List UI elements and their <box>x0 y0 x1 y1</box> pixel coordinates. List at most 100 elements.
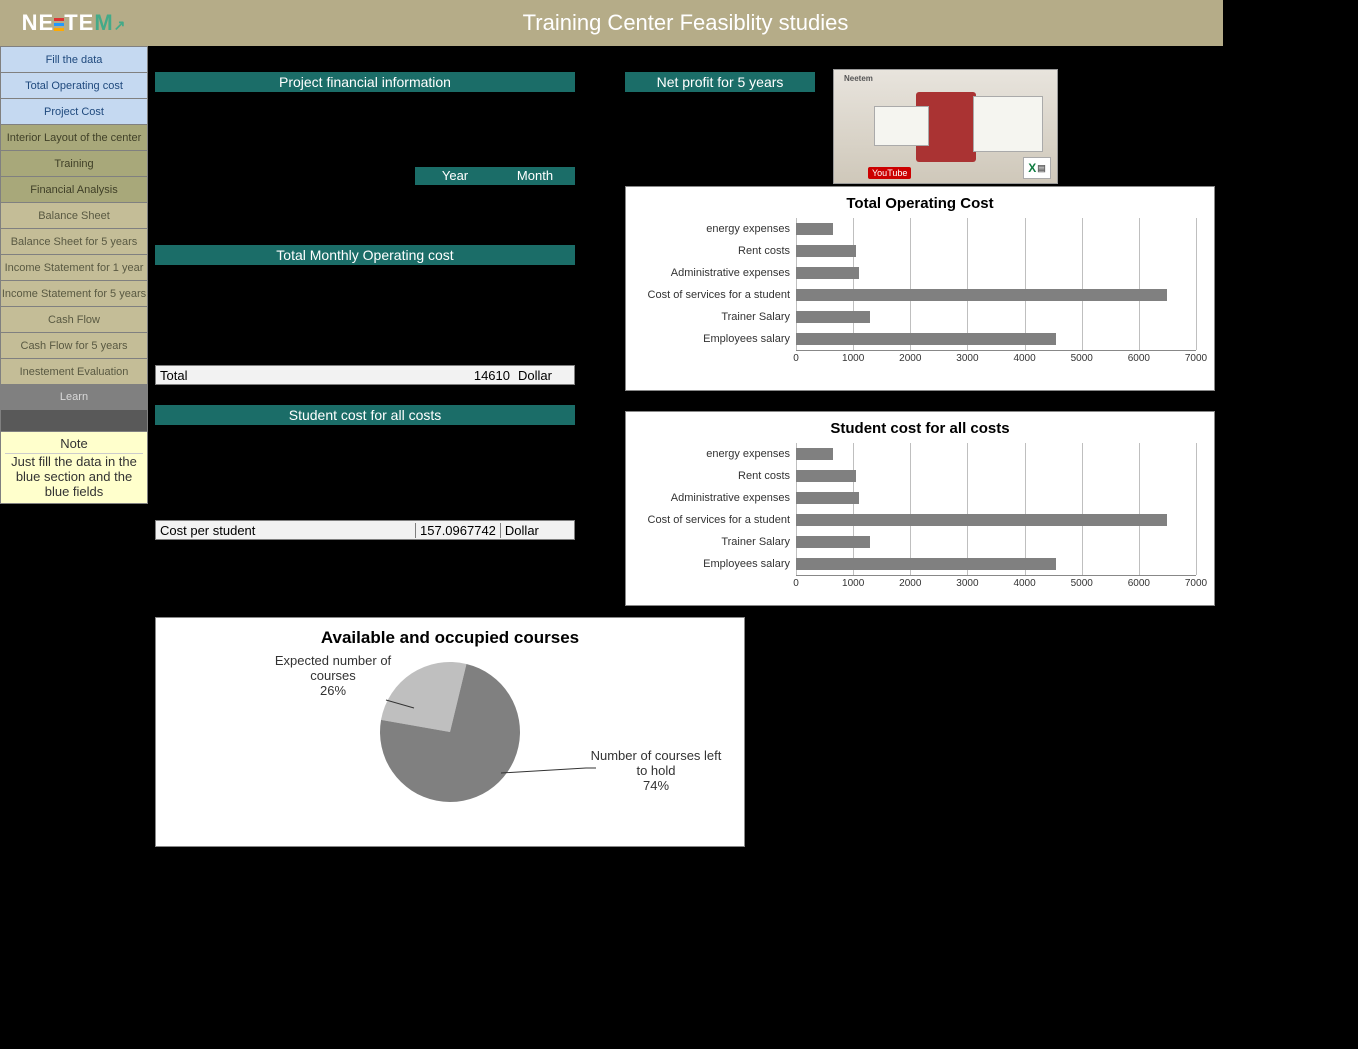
bar-fill <box>796 289 1167 301</box>
axis-tick: 1000 <box>842 578 864 589</box>
sidebar-item-0[interactable]: Fill the data <box>0 46 148 72</box>
bar-label: Employees salary <box>636 333 796 345</box>
axis-tick: 2000 <box>899 578 921 589</box>
bar-label: energy expenses <box>636 448 796 460</box>
note-box: Note Just fill the data in the blue sect… <box>0 432 148 504</box>
bar-fill <box>796 470 856 482</box>
axis-tick: 5000 <box>1071 353 1093 364</box>
bar-fill <box>796 448 833 460</box>
sidebar-item-4[interactable]: Training <box>0 150 148 176</box>
total-label: Total <box>156 368 416 383</box>
page-title: Training Center Feasiblity studies <box>148 10 1223 36</box>
bar-fill <box>796 536 870 548</box>
year-header: Year <box>415 167 495 185</box>
cost-per-student-row: Cost per student 157.0967742 Dollar <box>155 520 575 540</box>
bar-row: Employees salary <box>636 553 1204 575</box>
bar-label: Trainer Salary <box>636 536 796 548</box>
bar-row: Employees salary <box>636 328 1204 350</box>
sidebar-item-1[interactable]: Total Operating cost <box>0 72 148 98</box>
axis-tick: 6000 <box>1128 578 1150 589</box>
bar-row: Administrative expenses <box>636 487 1204 509</box>
thumb-logo: Neetem <box>844 74 873 83</box>
sidebar-item-12[interactable]: Inestement Evaluation <box>0 358 148 384</box>
bar-row: energy expenses <box>636 218 1204 240</box>
cps-label: Cost per student <box>156 523 416 538</box>
bar-label: Administrative expenses <box>636 492 796 504</box>
bar-row: Trainer Salary <box>636 531 1204 553</box>
bar-label: energy expenses <box>636 223 796 235</box>
axis-tick: 3000 <box>956 578 978 589</box>
section-student-cost: Student cost for all costs <box>155 405 575 425</box>
chart-student-cost: Student cost for all costs energy expens… <box>625 411 1215 606</box>
bar-fill <box>796 514 1167 526</box>
section-financial-info: Project financial information <box>155 72 575 92</box>
bar-fill <box>796 492 859 504</box>
chart1-title: Total Operating Cost <box>636 195 1204 212</box>
sidebar: Fill the dataTotal Operating costProject… <box>0 46 148 504</box>
bar-label: Employees salary <box>636 558 796 570</box>
chart1-plot: energy expenses Rent costs Administrative … <box>636 218 1204 368</box>
axis-tick: 4000 <box>1013 353 1035 364</box>
bar-label: Cost of services for a student <box>636 289 796 301</box>
logo: NETEM↗ <box>0 0 148 46</box>
bar-label: Administrative expenses <box>636 267 796 279</box>
bar-row: Administrative expenses <box>636 262 1204 284</box>
sidebar-item-9[interactable]: Income Statement for 5 years <box>0 280 148 306</box>
bar-row: Rent costs <box>636 465 1204 487</box>
axis-tick: 7000 <box>1185 353 1207 364</box>
bar-label: Rent costs <box>636 470 796 482</box>
bar-label: Cost of services for a student <box>636 514 796 526</box>
cps-currency: Dollar <box>501 523 574 538</box>
axis-tick: 1000 <box>842 353 864 364</box>
sidebar-item-13[interactable]: Learn <box>0 384 148 410</box>
bar-row: Cost of services for a student <box>636 509 1204 531</box>
sidebar-item-3[interactable]: Interior Layout of the center <box>0 124 148 150</box>
sidebar-item-2[interactable]: Project Cost <box>0 98 148 124</box>
video-thumbnail[interactable]: Neetem YouTube X▤ <box>833 69 1058 184</box>
thumb-sheet-right <box>973 96 1043 152</box>
axis-tick: 4000 <box>1013 578 1035 589</box>
pie-label-1: Number of courses left to hold74% <box>586 748 726 793</box>
chart-available-occupied: Available and occupied courses Expected … <box>155 617 745 847</box>
net-profit-header: Net profit for 5 years <box>625 72 815 92</box>
right-column: Net profit for 5 years <box>625 72 815 92</box>
bar-fill <box>796 558 1056 570</box>
bar-fill <box>796 223 833 235</box>
sidebar-item-10[interactable]: Cash Flow <box>0 306 148 332</box>
sidebar-item-6[interactable]: Balance Sheet <box>0 202 148 228</box>
total-row: Total 14610 Dollar <box>155 365 575 385</box>
note-body: Just fill the data in the blue section a… <box>5 454 143 499</box>
axis-tick: 3000 <box>956 353 978 364</box>
bar-fill <box>796 311 870 323</box>
axis-tick: 0 <box>793 578 799 589</box>
logo-text: NETEM↗ <box>22 10 127 36</box>
axis-tick: 2000 <box>899 353 921 364</box>
chart-total-operating-cost: Total Operating Cost energy expenses Rent… <box>625 186 1215 391</box>
axis-tick: 6000 <box>1128 353 1150 364</box>
chart2-plot: energy expenses Rent costs Administrative … <box>636 443 1204 593</box>
axis-tick: 5000 <box>1071 578 1093 589</box>
section-monthly-cost: Total Monthly Operating cost <box>155 245 575 265</box>
year-month-row: Year Month <box>155 167 575 185</box>
month-header: Month <box>495 167 575 185</box>
cps-value: 157.0967742 <box>416 523 501 538</box>
excel-icon: X▤ <box>1023 157 1051 179</box>
note-title: Note <box>5 436 143 454</box>
youtube-icon: YouTube <box>868 167 911 179</box>
sidebar-item-5[interactable]: Financial Analysis <box>0 176 148 202</box>
bar-label: Trainer Salary <box>636 311 796 323</box>
bar-row: Rent costs <box>636 240 1204 262</box>
total-value: 14610 <box>416 368 514 383</box>
pie-title: Available and occupied courses <box>166 628 734 648</box>
app-header: NETEM↗ Training Center Feasiblity studie… <box>0 0 1223 46</box>
sidebar-item-11[interactable]: Cash Flow for 5 years <box>0 332 148 358</box>
bar-fill <box>796 245 856 257</box>
bar-row: Cost of services for a student <box>636 284 1204 306</box>
sidebar-item-7[interactable]: Balance Sheet for 5 years <box>0 228 148 254</box>
bar-row: energy expenses <box>636 443 1204 465</box>
bar-row: Trainer Salary <box>636 306 1204 328</box>
sidebar-item-8[interactable]: Income Statement for 1 year <box>0 254 148 280</box>
chart2-title: Student cost for all costs <box>636 420 1204 437</box>
axis-tick: 7000 <box>1185 578 1207 589</box>
total-currency: Dollar <box>514 368 574 383</box>
